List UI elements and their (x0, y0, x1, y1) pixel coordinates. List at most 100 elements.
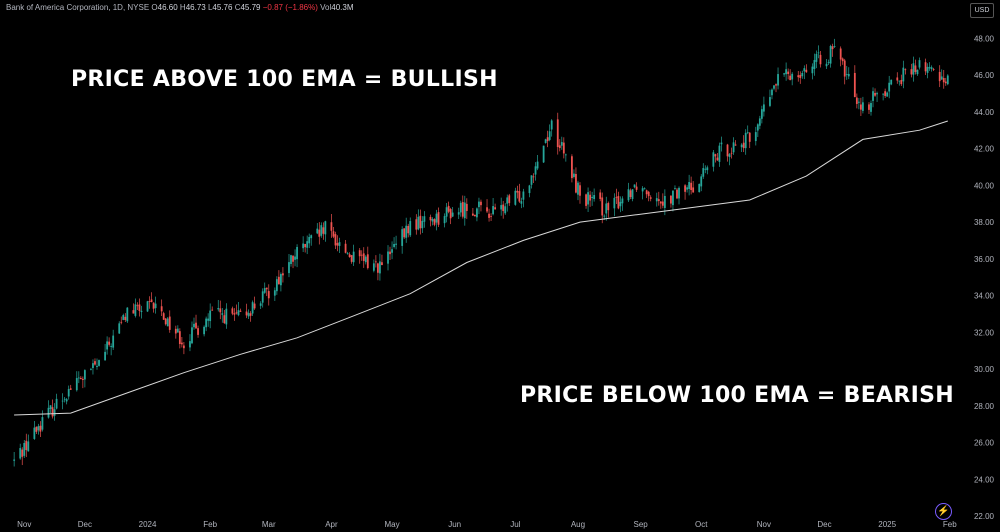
candle-body (292, 255, 294, 262)
x-tick-label: 2024 (139, 520, 157, 529)
candle-body (112, 335, 115, 348)
candle-body (65, 399, 68, 402)
candle-body (61, 400, 64, 402)
candle-body (730, 152, 733, 154)
candle-body (896, 77, 899, 81)
candle-body (231, 308, 234, 314)
candle-body (83, 370, 86, 380)
candle-body (577, 182, 579, 195)
candle-body (940, 76, 943, 80)
candle-body (417, 216, 420, 230)
candle-body (217, 308, 220, 310)
candle-body (407, 226, 410, 234)
candle-body (463, 202, 466, 219)
candle-body (599, 192, 602, 199)
candle-body (219, 308, 222, 313)
candle-body (591, 196, 594, 198)
candle-body (647, 191, 650, 197)
candle-body (27, 441, 30, 452)
candle-body (324, 221, 327, 235)
candle-body (522, 191, 525, 200)
candle-body (391, 249, 393, 253)
candle-body (791, 73, 794, 80)
candle-body (829, 45, 832, 64)
candle-body (564, 154, 567, 156)
candle-body (882, 93, 885, 95)
candle-body (223, 315, 226, 324)
candle-body (176, 328, 179, 333)
candle-body (92, 363, 94, 369)
candle-body (457, 212, 460, 215)
candle-body (562, 142, 565, 154)
high-value: 46.73 (185, 3, 206, 12)
candle-body (684, 185, 686, 192)
candle-body (716, 157, 719, 161)
candle-body (209, 310, 212, 322)
candle-body (556, 119, 559, 148)
candle-body (811, 66, 814, 74)
candle-body (352, 251, 355, 263)
candle-body (275, 279, 278, 292)
currency-button[interactable]: USD (970, 3, 994, 18)
candle-body (211, 309, 214, 311)
candle-body (237, 310, 240, 316)
candle-body (55, 398, 58, 409)
candle-body (492, 206, 494, 215)
candle-body (330, 222, 333, 231)
candle-body (362, 253, 365, 261)
candles-layer (13, 38, 949, 467)
candle-body (621, 198, 624, 204)
candle-body (676, 189, 678, 199)
candle-body (348, 254, 351, 258)
candle-body (302, 243, 305, 249)
candle-body (805, 69, 808, 73)
candle-body (282, 273, 284, 276)
candle-body (698, 183, 701, 193)
candle-body (573, 173, 575, 178)
candle-body (718, 145, 721, 162)
candle-body (120, 321, 123, 323)
candle-body (334, 234, 337, 246)
candle-body (273, 290, 276, 296)
candle-body (532, 176, 535, 178)
lightning-icon[interactable]: ⚡ (935, 503, 952, 520)
candle-body (401, 229, 404, 246)
candle-body (288, 262, 290, 274)
candle-body (898, 80, 901, 82)
candle-body (845, 74, 848, 75)
candle-body (692, 187, 695, 193)
candle-body (520, 201, 523, 204)
candle-body (290, 255, 292, 264)
candle-body (39, 425, 42, 432)
candle-body (69, 388, 72, 390)
candle-body (777, 74, 779, 86)
candle-body (96, 365, 98, 367)
candle-body (571, 156, 573, 179)
candle-body (261, 291, 264, 303)
candle-body (189, 341, 191, 348)
candle-body (280, 274, 282, 286)
candle-body (874, 92, 876, 96)
x-tick-label: Nov (17, 520, 31, 529)
time-axis: Nov Dec 2024 Feb Mar Apr May Jun Jul Aug Sep Oct Nov… (17, 520, 957, 529)
candle-body (25, 440, 28, 451)
candle-body (890, 79, 893, 85)
candle-body (393, 244, 395, 247)
candle-body (928, 67, 931, 69)
candle-body (476, 208, 478, 218)
candle-body (546, 137, 549, 142)
candle-body (403, 228, 406, 238)
candle-body (132, 310, 135, 314)
low-value: 45.76 (212, 3, 233, 12)
candle-body (876, 93, 878, 95)
candle-body (910, 69, 913, 75)
candle-body (797, 75, 800, 78)
candle-body (191, 327, 193, 344)
volume-label: Vol (320, 3, 332, 12)
candle-body (423, 216, 426, 222)
candle-body (904, 69, 907, 71)
candle-body (90, 368, 92, 370)
candle-body (374, 261, 377, 263)
